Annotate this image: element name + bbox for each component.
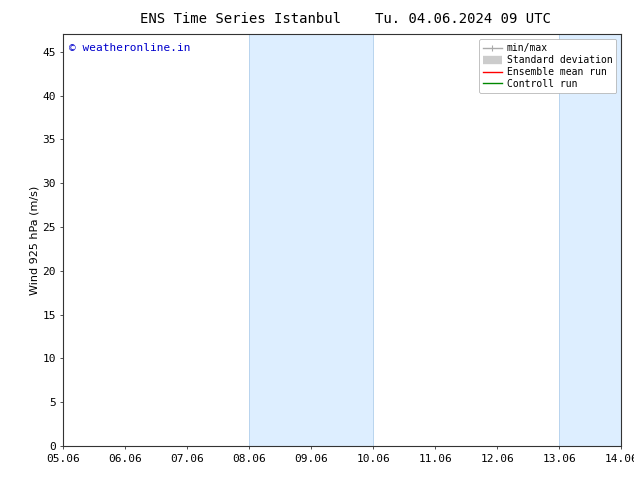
Y-axis label: Wind 925 hPa (m/s): Wind 925 hPa (m/s) bbox=[30, 186, 39, 294]
Bar bbox=[249, 34, 373, 446]
Text: Tu. 04.06.2024 09 UTC: Tu. 04.06.2024 09 UTC bbox=[375, 12, 551, 26]
Legend: min/max, Standard deviation, Ensemble mean run, Controll run: min/max, Standard deviation, Ensemble me… bbox=[479, 39, 616, 93]
Bar bbox=[559, 34, 621, 446]
Text: © weatheronline.in: © weatheronline.in bbox=[69, 43, 190, 52]
Text: ENS Time Series Istanbul: ENS Time Series Istanbul bbox=[140, 12, 342, 26]
